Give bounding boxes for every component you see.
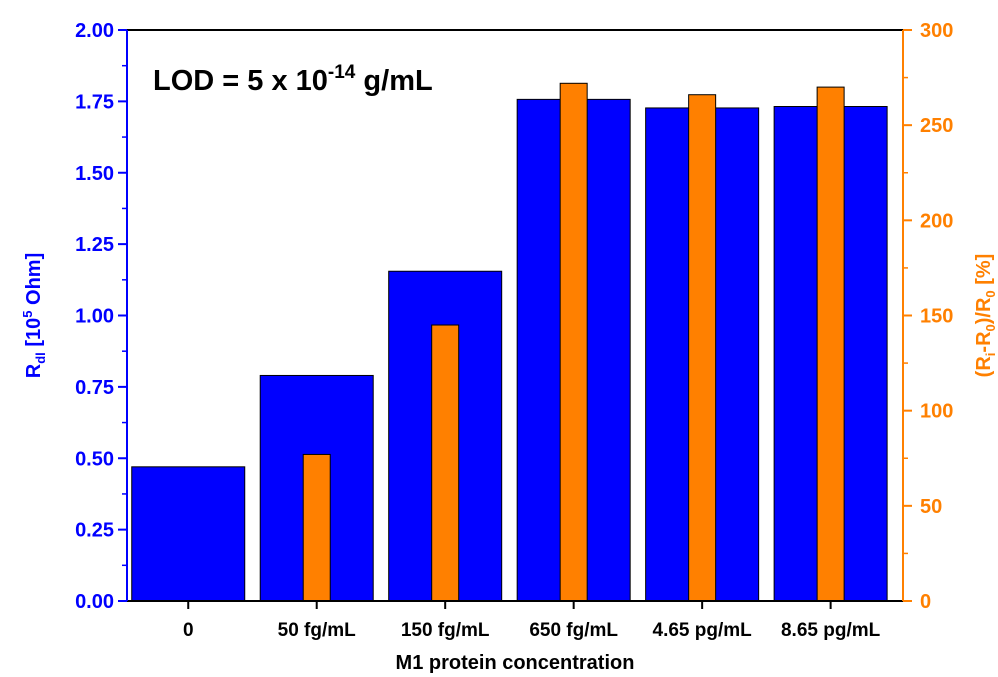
y-left-tick-label-5: 1.25 bbox=[75, 234, 114, 256]
bars-layer bbox=[131, 82, 888, 602]
y-right-tick-label-2: 100 bbox=[920, 401, 953, 423]
axes-layer bbox=[118, 29, 912, 609]
y-right-tick-label-1: 50 bbox=[920, 496, 942, 518]
y-axis-left-label: Rdl [105 Ohm] bbox=[20, 253, 48, 379]
lod-annotation: LOD = 5 x 10-14 g/mL bbox=[153, 62, 433, 97]
x-tick-label-4: 4.65 pg/mL bbox=[653, 620, 753, 641]
y-right-tick-label-6: 300 bbox=[920, 20, 953, 42]
x-tick-label-0: 0 bbox=[183, 620, 194, 641]
y-right-tick-label-3: 150 bbox=[920, 306, 953, 328]
y-left-tick-label-7: 1.75 bbox=[75, 91, 114, 113]
x-tick-label-2: 150 fg/mL bbox=[401, 620, 490, 641]
bar-right-4 bbox=[688, 94, 717, 602]
bar-right-2 bbox=[431, 324, 460, 602]
bar-right-5 bbox=[816, 86, 845, 602]
x-axis-label: M1 protein concentration bbox=[396, 652, 635, 674]
y-right-tick-label-4: 200 bbox=[920, 210, 953, 232]
bar-right-3 bbox=[559, 82, 588, 602]
y-left-tick-label-3: 0.75 bbox=[75, 377, 114, 399]
y-left-tick-label-8: 2.00 bbox=[75, 20, 114, 42]
y-axis-right-label: (Ri-R0)/R0 [%] bbox=[973, 254, 998, 378]
y-left-tick-label-1: 0.25 bbox=[75, 520, 114, 542]
y-right-tick-label-5: 250 bbox=[920, 115, 953, 137]
y-left-tick-label-4: 1.00 bbox=[75, 306, 114, 328]
labels-layer: 0 50 fg/mL 150 fg/mL 650 fg/mL 4.65 pg/mL 8.6… bbox=[20, 20, 998, 674]
x-tick-label-3: 650 fg/mL bbox=[529, 620, 618, 641]
x-tick-label-1: 50 fg/mL bbox=[278, 620, 357, 641]
y-left-tick-label-6: 1.50 bbox=[75, 163, 114, 185]
x-tick-label-5: 8.65 pg/mL bbox=[781, 620, 881, 641]
bar-right-1 bbox=[302, 453, 331, 602]
bar-left-0 bbox=[131, 466, 246, 602]
y-left-tick-label-2: 0.50 bbox=[75, 448, 114, 470]
y-right-tick-label-0: 0 bbox=[920, 591, 931, 613]
y-left-tick-label-0: 0.00 bbox=[75, 591, 114, 613]
